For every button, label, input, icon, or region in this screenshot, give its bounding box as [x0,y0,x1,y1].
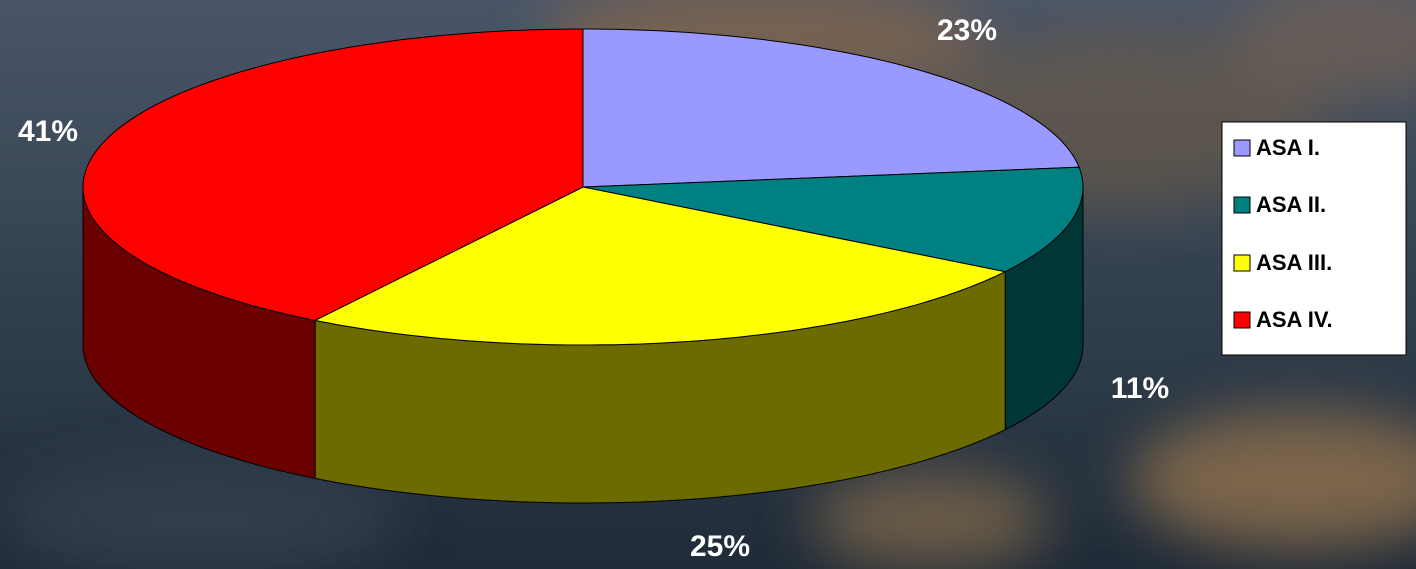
legend-swatch [1234,140,1250,156]
data-label: 41% [18,115,78,148]
data-label: 25% [690,530,750,563]
page: 23% 11% 25% 41% ASA I. ASA II. ASA III. ASA IV… [0,0,1416,569]
legend-label: ASA IV. [1256,307,1333,332]
legend-swatch [1234,255,1250,271]
legend-swatch [1234,312,1250,328]
legend-label: ASA I. [1256,135,1320,160]
data-label: 11% [1111,372,1169,405]
legend-label: ASA III. [1256,250,1332,275]
chart: 23% 11% 25% 41% ASA I. ASA II. ASA III. ASA IV… [0,0,1416,569]
legend-label: ASA II. [1256,192,1326,217]
data-label: 23% [937,14,997,47]
legend-swatch [1234,197,1250,213]
